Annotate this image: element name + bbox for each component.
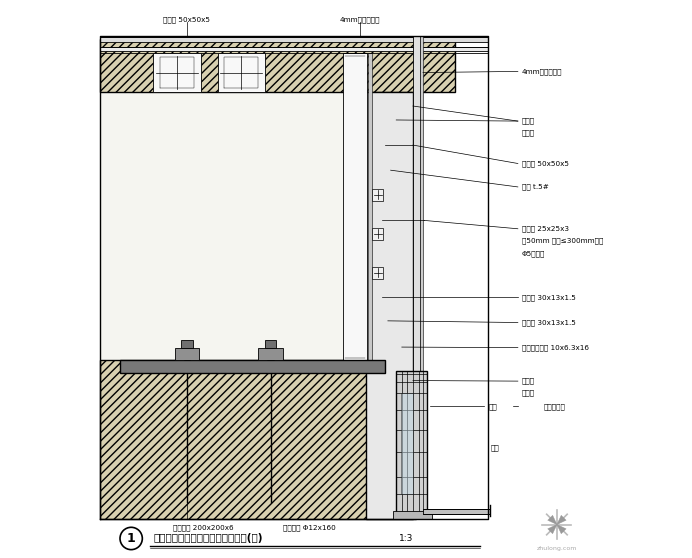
Text: 室内: 室内 [491,444,500,451]
Polygon shape [548,516,557,525]
Text: 耐候胶: 耐候胶 [522,378,535,384]
Bar [372,267,383,279]
Bar [218,53,265,92]
Text: 长50mm 间距≤300mm布置: 长50mm 间距≤300mm布置 [522,238,603,244]
Text: 耐候胶: 耐候胶 [522,118,535,124]
Text: 后置埋件 200x200x6: 后置埋件 200x200x6 [174,524,234,531]
Text: zhulong.com: zhulong.com [537,546,577,551]
Bar [343,53,367,360]
Text: 首道自攻螺丝 10x6.3x16: 首道自攻螺丝 10x6.3x16 [522,344,589,351]
Bar [423,509,490,514]
Text: 方钢管 50x50x5: 方钢管 50x50x5 [522,160,569,167]
Text: 4mm铝塑复合板: 4mm铝塑复合板 [522,68,563,75]
Bar [120,360,385,373]
Bar [394,511,432,519]
Bar [100,360,416,519]
Bar [413,36,419,519]
Bar [100,47,489,51]
Text: 1:3: 1:3 [399,534,413,543]
Bar [401,393,413,494]
Bar [368,53,372,360]
Text: 隔热断桥窗与铝塑板连接节点详图(一): 隔热断桥窗与铝塑板连接节点详图(一) [154,533,263,543]
Polygon shape [548,525,557,533]
Polygon shape [557,516,566,525]
Bar [100,37,489,42]
Text: 铝塑复合管: 铝塑复合管 [544,403,566,410]
Polygon shape [557,525,566,533]
Bar [365,92,413,519]
Text: 方钢管 30x13x1.5: 方钢管 30x13x1.5 [522,319,576,326]
Bar [174,348,199,360]
Bar [419,36,423,519]
Bar [372,228,383,240]
Text: 泡沫棒: 泡沫棒 [522,389,535,396]
Text: 镀锌 t.5#: 镀锌 t.5# [522,184,549,190]
Bar [100,39,455,92]
Text: 角钢角 25x25x3: 角钢角 25x25x3 [522,225,569,232]
Bar [397,371,427,516]
Bar [258,348,283,360]
Circle shape [120,527,143,550]
Bar [154,53,201,92]
Text: 4mm铝塑复合板: 4mm铝塑复合板 [340,16,380,23]
Text: 1: 1 [127,532,136,545]
Text: 泡沫棒: 泡沫棒 [522,129,535,136]
Bar [372,189,383,201]
Text: 化学螺栓 Φ12x160: 化学螺栓 Φ12x160 [283,524,336,531]
Text: 方钢管 50x50x5: 方钢管 50x50x5 [163,16,210,23]
Bar [181,340,192,348]
Text: 方钢管 30x13x1.5: 方钢管 30x13x1.5 [522,294,576,301]
Text: Φ5螺栓销: Φ5螺栓销 [522,250,545,257]
Bar [265,340,276,348]
Bar [100,92,365,360]
Text: 室外: 室外 [489,403,497,410]
